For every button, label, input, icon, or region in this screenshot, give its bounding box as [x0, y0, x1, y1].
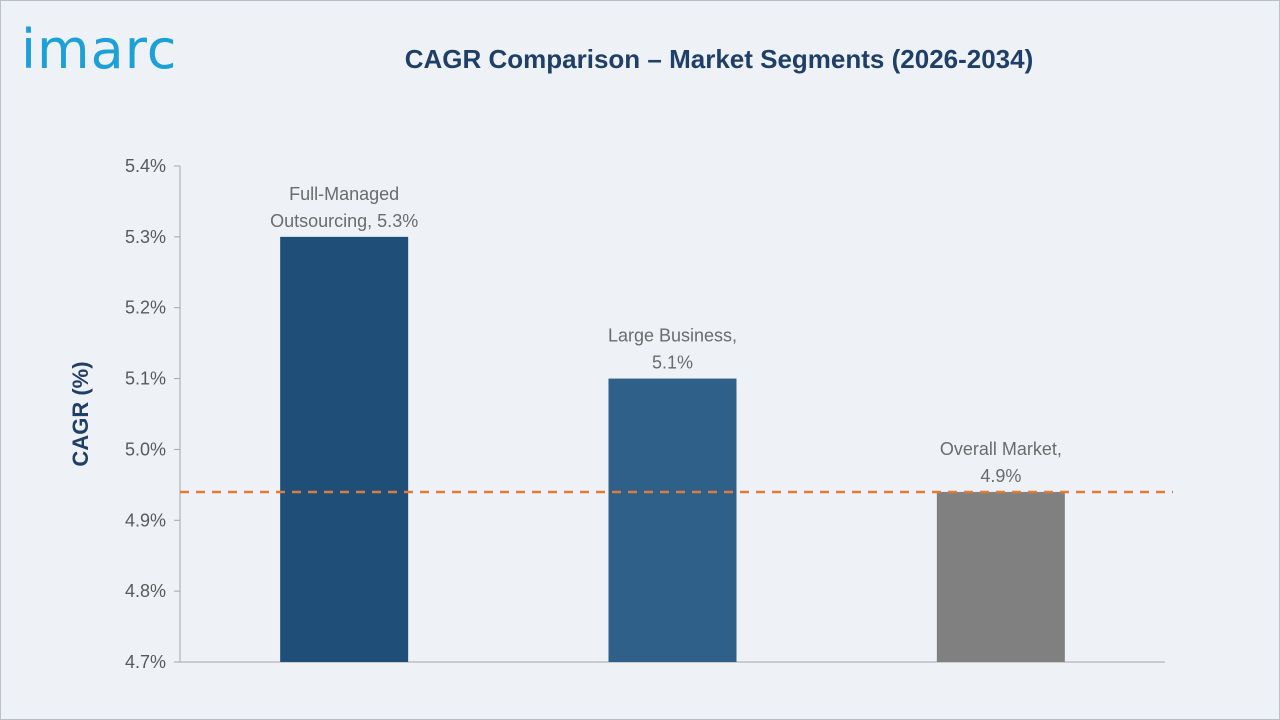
data-label: Large Business, [608, 326, 737, 346]
imarc-logo: imarc [21, 18, 178, 81]
data-label: Outsourcing, 5.3% [270, 211, 418, 231]
data-label: Overall Market, [940, 439, 1062, 459]
data-label: 4.9% [980, 466, 1021, 486]
y-tick-label: 4.7% [125, 652, 166, 672]
y-tick-label: 4.8% [125, 581, 166, 601]
data-labels: Full-Managed Outsourcing, 5.3% Large Busin… [270, 184, 1062, 486]
data-label: Full-Managed [289, 184, 399, 204]
y-tick-label: 5.4% [125, 156, 166, 176]
data-label: 5.1% [652, 353, 693, 373]
bars [280, 236, 1065, 662]
y-tick-label: 5.1% [125, 369, 166, 389]
bar [608, 378, 737, 662]
bar [280, 236, 409, 662]
y-tick-label: 5.0% [125, 439, 166, 459]
y-tick-label: 5.3% [125, 227, 166, 247]
y-tick-label: 4.9% [125, 510, 166, 530]
y-axis-label: CAGR (%) [68, 361, 93, 466]
chart-title: CAGR Comparison – Market Segments (2026-… [405, 44, 1034, 74]
bar [936, 491, 1065, 662]
y-tick-label: 5.2% [125, 298, 166, 318]
